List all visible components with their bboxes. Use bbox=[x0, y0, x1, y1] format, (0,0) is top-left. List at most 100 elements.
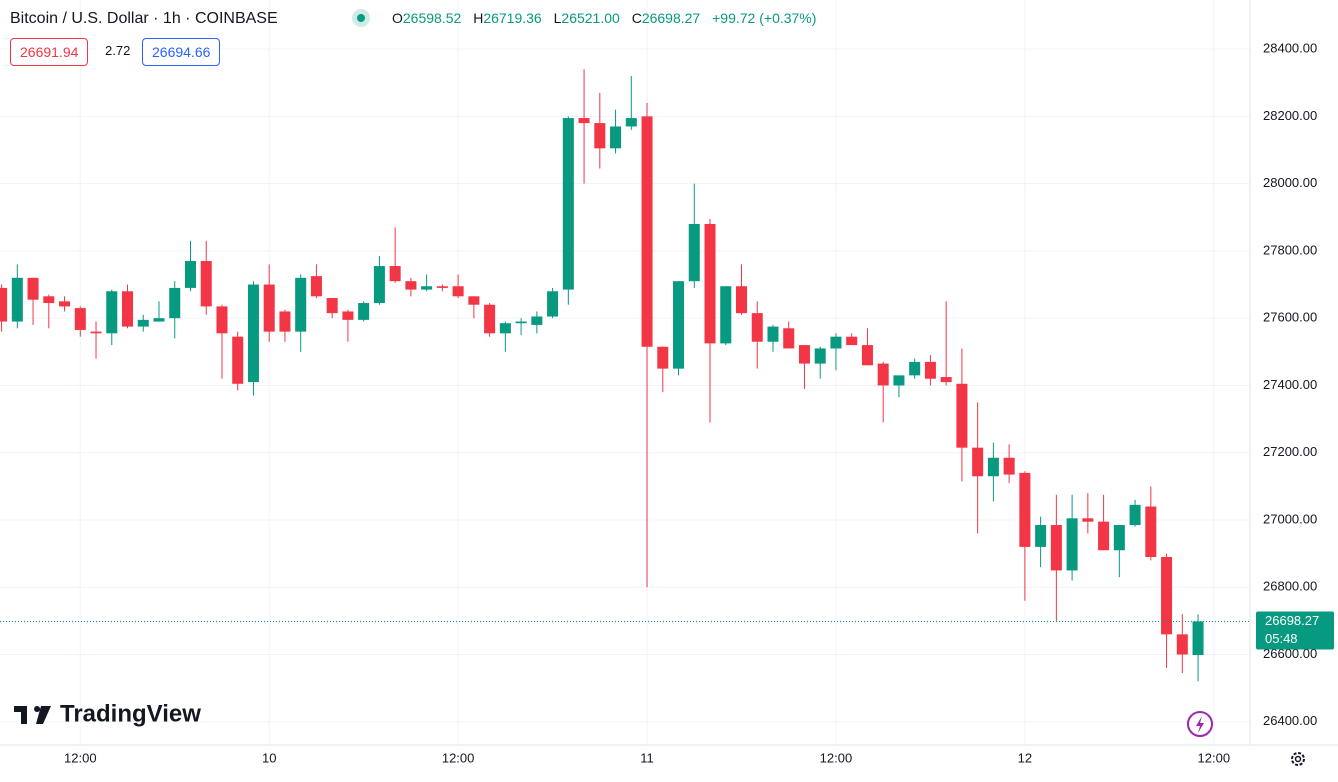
candle-body bbox=[673, 281, 685, 369]
candle-body bbox=[1035, 525, 1047, 547]
candle-body bbox=[59, 301, 71, 307]
candle-body bbox=[877, 363, 889, 386]
candle-body bbox=[625, 118, 637, 127]
candle-body bbox=[1098, 521, 1110, 551]
y-tick-label: 28200.00 bbox=[1263, 108, 1317, 123]
candle-body bbox=[310, 276, 322, 297]
candle-body bbox=[232, 336, 244, 384]
ohlc-value: 26719.36 bbox=[483, 10, 542, 26]
last-price-box bbox=[1256, 611, 1334, 650]
candle-body bbox=[358, 303, 370, 320]
candle-body bbox=[153, 318, 165, 322]
candle-body bbox=[1145, 506, 1157, 557]
y-tick-label: 26800.00 bbox=[1263, 579, 1317, 594]
y-tick-label: 26400.00 bbox=[1263, 713, 1317, 728]
candle-body bbox=[27, 277, 39, 300]
x-tick-label: 11 bbox=[640, 750, 654, 765]
ohlc-value: 26698.27 bbox=[641, 10, 701, 26]
candle-body bbox=[200, 261, 212, 307]
ohlc-value: 26521.00 bbox=[561, 10, 620, 26]
candle-body bbox=[814, 348, 826, 364]
y-tick-label: 27000.00 bbox=[1263, 511, 1317, 526]
candle-body bbox=[594, 123, 606, 149]
candle-body bbox=[987, 457, 999, 477]
candle-body bbox=[1113, 525, 1125, 551]
last-price-label: 26698.27 bbox=[1265, 613, 1319, 628]
candle-body bbox=[389, 266, 401, 282]
y-tick-label: 28000.00 bbox=[1263, 175, 1317, 190]
candle-body bbox=[11, 277, 23, 322]
ohlc-legend: O26598.52 H26719.36 L26521.00 C26698.27 … bbox=[392, 10, 816, 26]
candle-body bbox=[972, 447, 984, 477]
replay-icon bbox=[1187, 711, 1213, 737]
candle-body bbox=[1129, 504, 1141, 526]
candle-body bbox=[373, 266, 385, 304]
candle-body bbox=[468, 296, 480, 305]
candle-body bbox=[940, 377, 952, 383]
candle-body bbox=[499, 323, 511, 334]
y-tick-label: 26600.00 bbox=[1263, 646, 1317, 661]
candle-body bbox=[169, 287, 181, 319]
candle-body bbox=[1161, 556, 1173, 635]
candle-body bbox=[562, 118, 574, 290]
change: +99.72 (+0.37%) bbox=[712, 10, 817, 26]
y-tick-label: 28400.00 bbox=[1263, 41, 1317, 56]
x-tick-label: 12 bbox=[1018, 750, 1032, 765]
candle-body bbox=[515, 321, 527, 324]
y-tick-label: 27200.00 bbox=[1263, 444, 1317, 459]
candle-body bbox=[956, 383, 968, 448]
candle-body bbox=[74, 308, 86, 330]
symbol-title[interactable]: Bitcoin / U.S. Dollar · 1h · COINBASE bbox=[10, 10, 278, 27]
ohlc-key: L bbox=[553, 10, 562, 26]
logo: TradingView bbox=[14, 700, 201, 727]
ohlc-value: 26598.52 bbox=[402, 10, 462, 26]
candle-body bbox=[452, 286, 464, 297]
candle-body bbox=[1050, 525, 1062, 571]
candle-body bbox=[861, 345, 873, 366]
candle-body bbox=[531, 316, 543, 325]
candle-body bbox=[1176, 634, 1188, 655]
candle-body bbox=[436, 286, 448, 288]
y-tick-label: 27400.00 bbox=[1263, 377, 1317, 392]
y-tick-label: 27800.00 bbox=[1263, 242, 1317, 257]
countdown-label: 05:48 bbox=[1265, 631, 1298, 646]
candle-body bbox=[342, 311, 354, 320]
sell-price[interactable]: 26691.94 bbox=[10, 38, 89, 66]
candle-body bbox=[924, 361, 936, 379]
candle-body bbox=[610, 126, 622, 149]
candle-body bbox=[547, 291, 559, 317]
y-tick-label: 27600.00 bbox=[1263, 310, 1317, 325]
settings-icon bbox=[1291, 752, 1305, 766]
candle-body bbox=[657, 346, 669, 369]
x-tick-label: 12:00 bbox=[442, 750, 475, 765]
candle-body bbox=[830, 336, 842, 349]
candle-body bbox=[735, 286, 748, 314]
candle-body bbox=[767, 326, 779, 342]
ohlc-key: H bbox=[473, 10, 484, 26]
buy-price[interactable]: 26694.66 bbox=[142, 38, 221, 66]
candle-body bbox=[798, 345, 810, 364]
spread: 2.72 bbox=[96, 38, 140, 64]
candle-body bbox=[484, 304, 496, 334]
candle-body bbox=[405, 281, 417, 290]
candle-body bbox=[1003, 457, 1015, 475]
candle-body bbox=[578, 118, 590, 124]
candle-body bbox=[893, 375, 905, 386]
candle-body bbox=[688, 224, 700, 282]
x-tick-label: 12:00 bbox=[64, 750, 97, 765]
candle-body bbox=[247, 284, 259, 383]
candle-body bbox=[90, 331, 102, 334]
replay-bolt bbox=[1196, 716, 1204, 733]
candle-body bbox=[279, 311, 291, 332]
candle-body bbox=[184, 261, 197, 288]
candle-body bbox=[1066, 518, 1078, 571]
candle-body bbox=[326, 298, 338, 314]
candle-body bbox=[216, 306, 228, 334]
candle-body bbox=[263, 284, 275, 332]
market-status[interactable] bbox=[352, 9, 370, 27]
candle-body bbox=[295, 277, 307, 332]
candle-body bbox=[783, 328, 795, 349]
candle-body bbox=[751, 313, 763, 342]
